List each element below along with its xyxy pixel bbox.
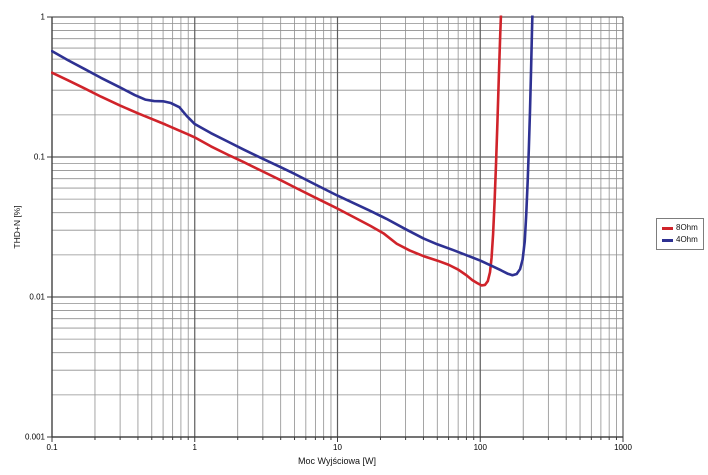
x-tick-label: 1 xyxy=(193,443,198,452)
x-tick-label: 1000 xyxy=(614,443,632,452)
x-axis-title: Moc Wyjściowa [W] xyxy=(298,456,376,466)
legend: 8Ohm 4Ohm xyxy=(656,218,704,250)
legend-swatch-4ohm xyxy=(662,238,673,242)
series-line-4ohm xyxy=(51,15,534,277)
legend-label-8ohm: 8Ohm xyxy=(676,223,698,232)
y-tick-label: 0.001 xyxy=(25,433,46,442)
legend-swatch-8ohm xyxy=(662,226,673,230)
y-tick-label: 0.01 xyxy=(29,293,45,302)
series-line-8ohm xyxy=(51,15,503,287)
y-tick-label: 0.1 xyxy=(34,153,46,162)
y-tick-label: 1 xyxy=(41,13,46,22)
x-tick-label: 10 xyxy=(333,443,342,452)
y-axis-title: THD+N [%] xyxy=(12,205,22,249)
legend-item-4ohm: 4Ohm xyxy=(662,236,698,244)
x-tick-label: 100 xyxy=(474,443,488,452)
x-tick-label: 0.1 xyxy=(46,443,58,452)
legend-item-8ohm: 8Ohm xyxy=(662,224,698,232)
legend-label-4ohm: 4Ohm xyxy=(676,235,698,244)
